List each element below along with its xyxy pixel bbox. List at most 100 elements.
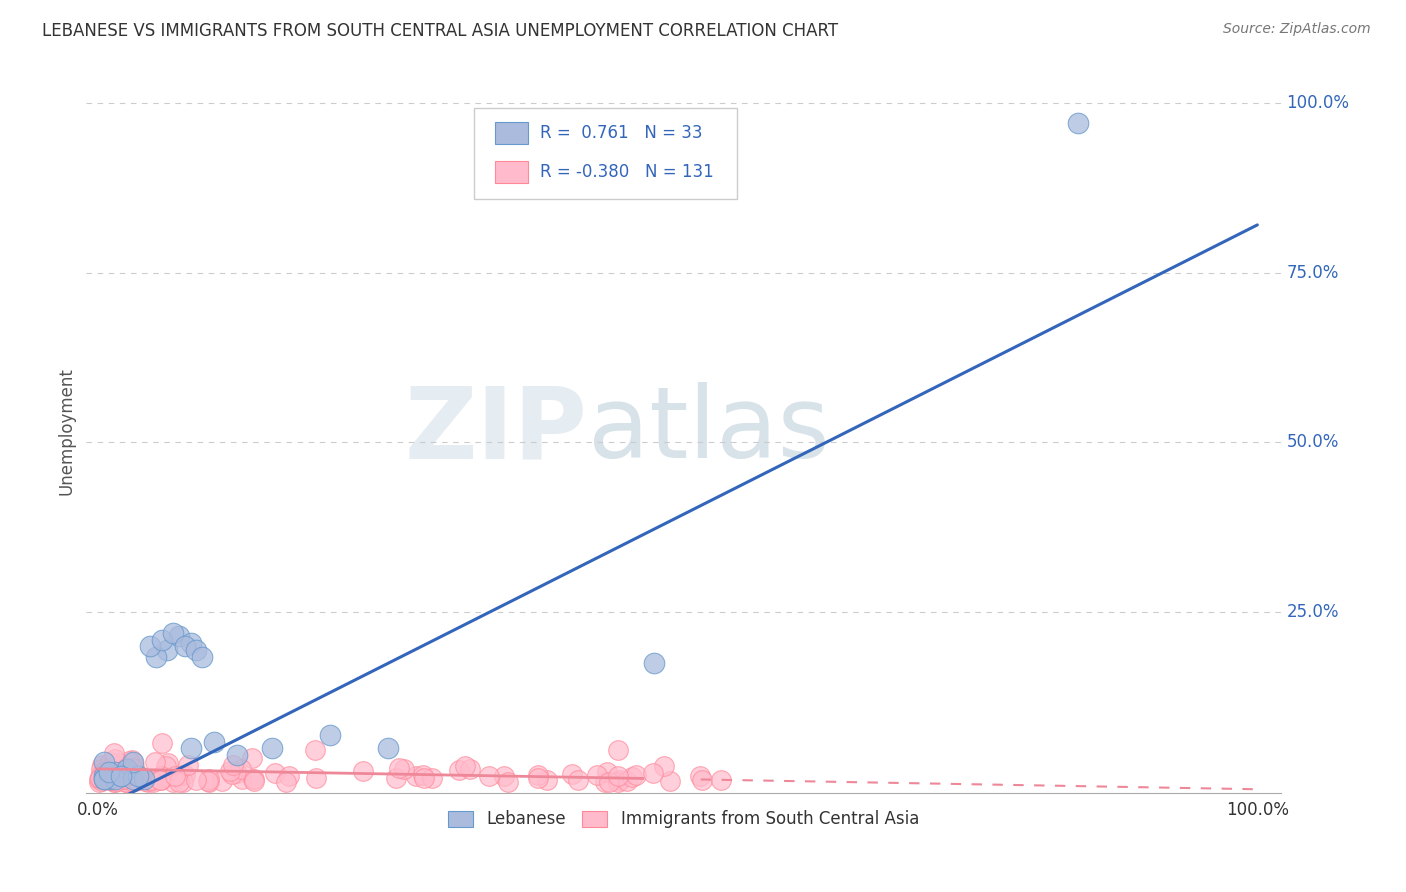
- Text: LEBANESE VS IMMIGRANTS FROM SOUTH CENTRAL ASIA UNEMPLOYMENT CORRELATION CHART: LEBANESE VS IMMIGRANTS FROM SOUTH CENTRA…: [42, 22, 838, 40]
- Point: [104, 772, 127, 787]
- Point: [146, 771, 169, 785]
- Point: [157, 756, 180, 771]
- Point: [138, 773, 160, 788]
- Point: [93, 772, 115, 786]
- Point: [93, 768, 115, 782]
- Point: [149, 769, 172, 783]
- Point: [139, 774, 162, 789]
- Point: [478, 769, 501, 783]
- Point: [121, 755, 143, 769]
- Point: [377, 741, 399, 756]
- Point: [392, 762, 415, 776]
- Legend: Lebanese, Immigrants from South Central Asia: Lebanese, Immigrants from South Central …: [441, 804, 925, 835]
- Point: [121, 773, 143, 788]
- Point: [527, 771, 550, 785]
- Point: [149, 772, 172, 787]
- Point: [117, 764, 139, 779]
- Point: [90, 758, 112, 772]
- Point: [112, 772, 135, 787]
- Point: [115, 775, 138, 789]
- Point: [114, 775, 136, 789]
- Point: [184, 773, 207, 788]
- Point: [319, 728, 342, 742]
- Point: [104, 752, 127, 766]
- Point: [169, 774, 191, 789]
- Point: [120, 774, 142, 789]
- Point: [162, 775, 184, 789]
- Point: [690, 772, 713, 787]
- Text: 75.0%: 75.0%: [1286, 263, 1339, 282]
- Point: [103, 775, 125, 789]
- Point: [643, 657, 665, 671]
- Point: [596, 765, 619, 780]
- Point: [191, 649, 214, 664]
- Point: [108, 772, 131, 787]
- Point: [110, 769, 132, 783]
- Point: [561, 767, 583, 781]
- Point: [115, 775, 138, 789]
- Point: [198, 775, 221, 789]
- Point: [242, 772, 264, 786]
- Point: [110, 769, 132, 783]
- Point: [129, 769, 152, 783]
- Point: [118, 769, 141, 783]
- Point: [93, 755, 115, 769]
- Point: [221, 767, 243, 781]
- Point: [219, 764, 242, 779]
- Point: [97, 761, 120, 775]
- Point: [174, 768, 197, 782]
- Point: [90, 766, 112, 780]
- Point: [150, 736, 173, 750]
- Point: [149, 772, 172, 787]
- Point: [264, 765, 287, 780]
- Point: [118, 766, 141, 780]
- Point: [104, 772, 127, 786]
- Point: [606, 769, 628, 783]
- Point: [141, 773, 163, 788]
- Point: [111, 772, 134, 786]
- Point: [87, 775, 110, 789]
- Point: [134, 772, 156, 786]
- Point: [134, 774, 156, 789]
- Point: [412, 768, 434, 782]
- Point: [98, 772, 121, 786]
- Point: [172, 775, 194, 789]
- Point: [526, 768, 548, 782]
- Text: Source: ZipAtlas.com: Source: ZipAtlas.com: [1223, 22, 1371, 37]
- Text: ZIP: ZIP: [405, 382, 588, 479]
- Point: [93, 769, 115, 783]
- Point: [492, 769, 515, 783]
- Point: [413, 772, 436, 786]
- Bar: [495, 161, 529, 183]
- Point: [93, 764, 115, 779]
- Point: [186, 643, 208, 657]
- Text: 25.0%: 25.0%: [1286, 604, 1339, 622]
- Point: [278, 769, 301, 783]
- Point: [114, 773, 136, 788]
- Point: [420, 771, 443, 785]
- Point: [111, 771, 134, 785]
- Point: [121, 761, 143, 775]
- Text: 0.0%: 0.0%: [77, 802, 120, 820]
- Point: [405, 769, 427, 783]
- Point: [103, 746, 125, 760]
- Point: [567, 772, 589, 787]
- Point: [659, 774, 682, 789]
- Point: [243, 774, 266, 789]
- Point: [240, 751, 263, 765]
- Point: [173, 640, 195, 654]
- Point: [117, 764, 139, 778]
- Point: [93, 765, 115, 780]
- Point: [198, 772, 221, 787]
- Point: [226, 748, 249, 763]
- Text: 50.0%: 50.0%: [1286, 434, 1339, 451]
- Point: [108, 766, 131, 780]
- Point: [165, 769, 187, 783]
- Point: [101, 772, 124, 787]
- Point: [104, 765, 127, 780]
- Point: [98, 765, 121, 780]
- Point: [115, 768, 138, 782]
- Point: [96, 769, 118, 783]
- Point: [177, 757, 200, 772]
- Point: [98, 755, 121, 769]
